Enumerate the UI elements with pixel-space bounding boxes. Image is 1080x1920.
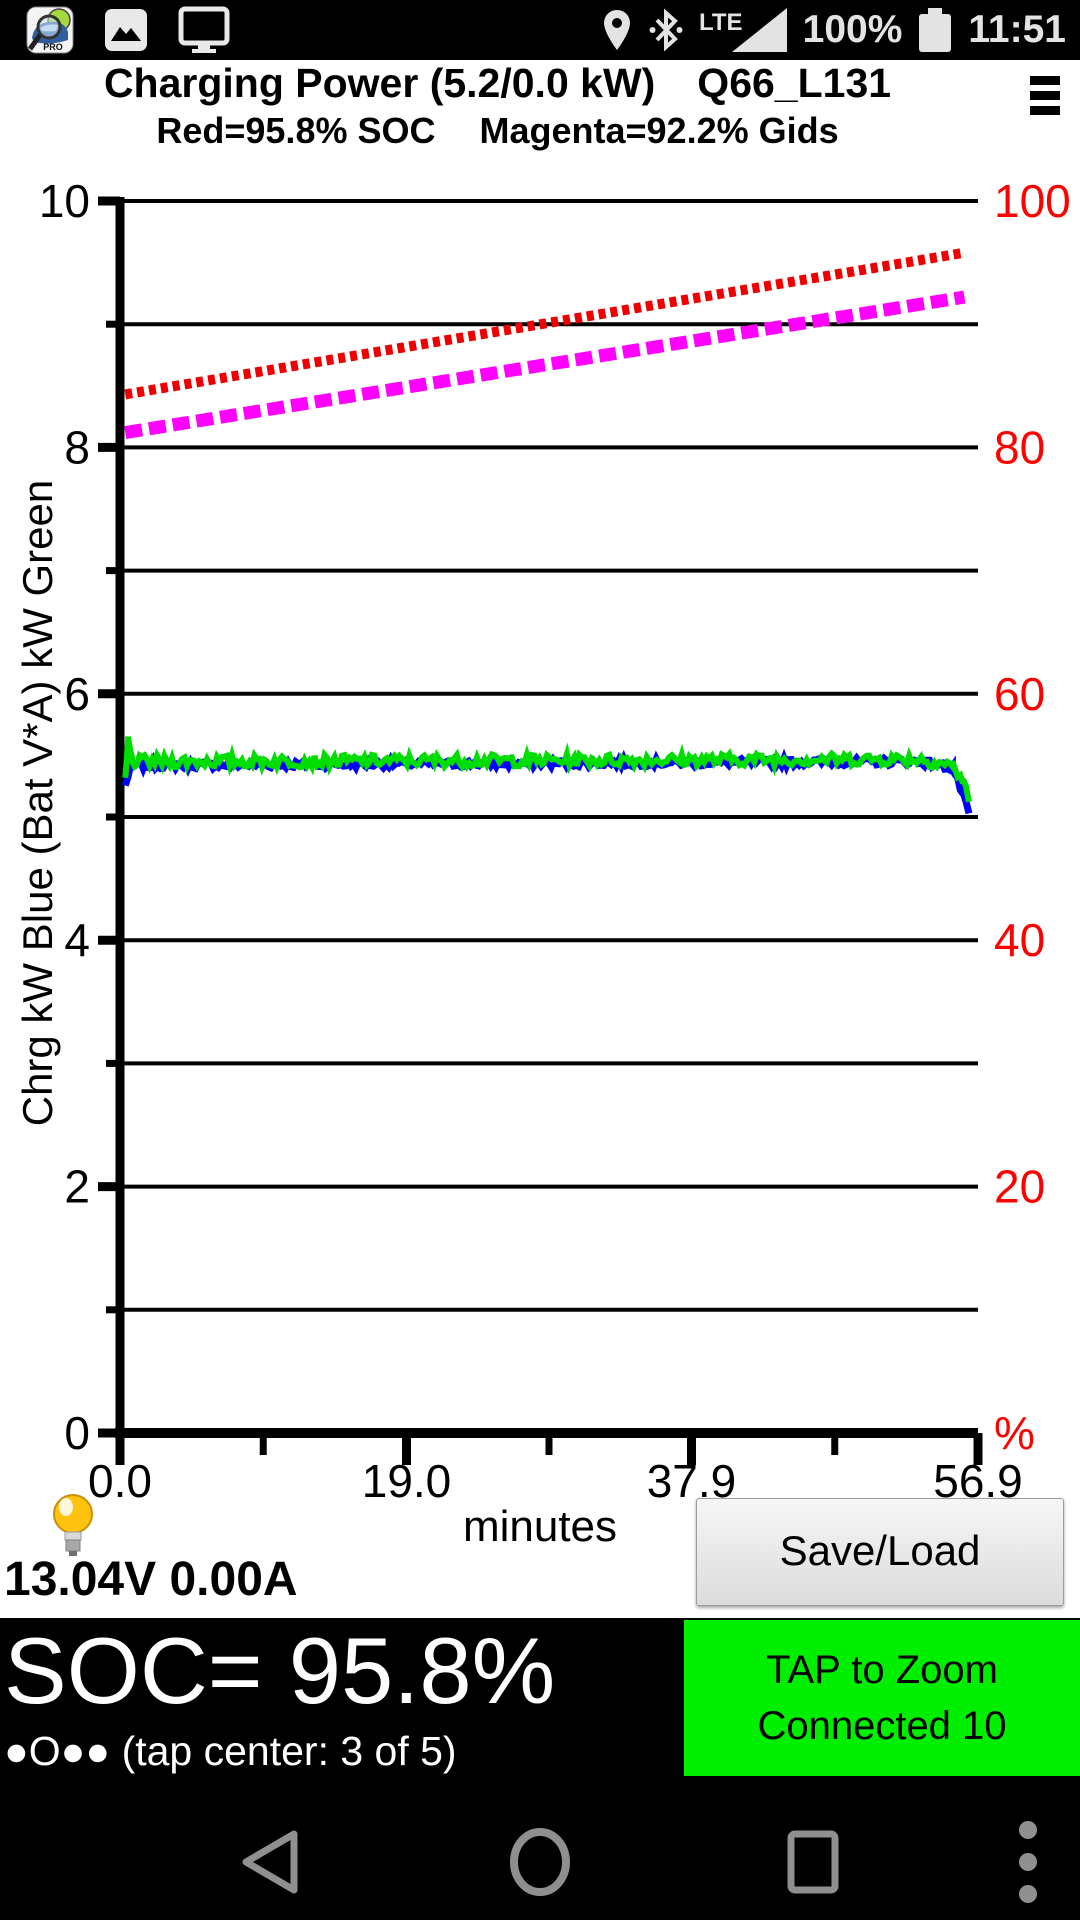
y-axis-right-label: 100	[994, 175, 1071, 227]
status-bar-notifications: PRO	[0, 6, 230, 54]
voltage-current-readout: 13.04V 0.00A	[4, 1553, 298, 1606]
series-bat-kw	[122, 736, 972, 803]
image-notification-icon	[105, 9, 147, 51]
status-bar-indicators: LTE 100% 11:51	[601, 0, 1080, 60]
screen-on-bulb-icon[interactable]	[48, 1492, 98, 1564]
y-axis-left-label: 4	[64, 914, 90, 966]
soc-value: SOC= 95.8%	[4, 1618, 556, 1723]
home-icon[interactable]	[510, 1828, 570, 1896]
tap-to-zoom-button[interactable]: TAP to Zoom Connected 10	[684, 1620, 1080, 1776]
status-bar: PRO LTE	[0, 0, 1080, 60]
page-title: Charging Power (5.2/0.0 kW) Q66_L131	[0, 60, 995, 107]
recents-icon[interactable]	[787, 1830, 839, 1894]
overflow-menu-icon[interactable]	[1019, 1821, 1037, 1903]
app-icon-pro-label: PRO	[43, 42, 63, 52]
android-nav-bar	[0, 1800, 1080, 1920]
battery-icon	[919, 8, 952, 52]
x-axis-label: 19.0	[362, 1455, 452, 1507]
y-axis-left-label: 6	[64, 668, 90, 720]
zoom-button-line2: Connected 10	[757, 1704, 1007, 1748]
battery-percent-label: 100%	[802, 8, 903, 51]
x-axis-title: minutes	[462, 1502, 618, 1551]
leafspy-app-icon: PRO	[26, 6, 74, 54]
network-type-label: LTE	[699, 9, 743, 36]
zoom-button-line1: TAP to Zoom	[766, 1648, 998, 1692]
y-axis-right-label: 20	[994, 1161, 1045, 1213]
display-cast-icon	[178, 6, 230, 53]
chart-title: Charging Power (5.2/0.0 kW)	[103, 60, 656, 106]
bluetooth-icon	[649, 8, 683, 52]
y-axis-left-label: 2	[64, 1161, 90, 1213]
page-indicator[interactable]: ●O●● (tap center: 3 of 5)	[4, 1728, 457, 1774]
save-load-button[interactable]: Save/Load	[696, 1498, 1064, 1606]
y-axis-left-label: 0	[64, 1407, 90, 1459]
y-axis-left-label: 8	[64, 421, 90, 473]
legend-magenta-label: Magenta=92.2% Gids	[479, 110, 839, 151]
y-axis-title: Chrg kW Blue (Bat V*A) kW Green	[14, 479, 61, 1127]
y-axis-right-label: %	[994, 1407, 1035, 1459]
session-id: Q66_L131	[697, 60, 892, 106]
legend-red-label: Red=95.8% SOC	[156, 110, 436, 151]
y-axis-right-label: 80	[994, 421, 1045, 473]
y-axis-left-label: 10	[39, 175, 90, 227]
y-axis-right-label: 40	[994, 914, 1045, 966]
clock-label: 11:51	[968, 8, 1066, 51]
location-icon	[603, 10, 630, 50]
series-gids	[124, 290, 966, 440]
back-icon[interactable]	[242, 1830, 298, 1894]
x-axis-label: 0.0	[88, 1455, 152, 1507]
chart-legend: Red=95.8% SOC Magenta=92.2% Gids	[0, 110, 995, 152]
menu-icon[interactable]	[1030, 76, 1064, 116]
series-soc	[124, 247, 966, 400]
lte-signal-icon: LTE	[699, 8, 787, 52]
y-axis-right-label: 60	[994, 668, 1045, 720]
